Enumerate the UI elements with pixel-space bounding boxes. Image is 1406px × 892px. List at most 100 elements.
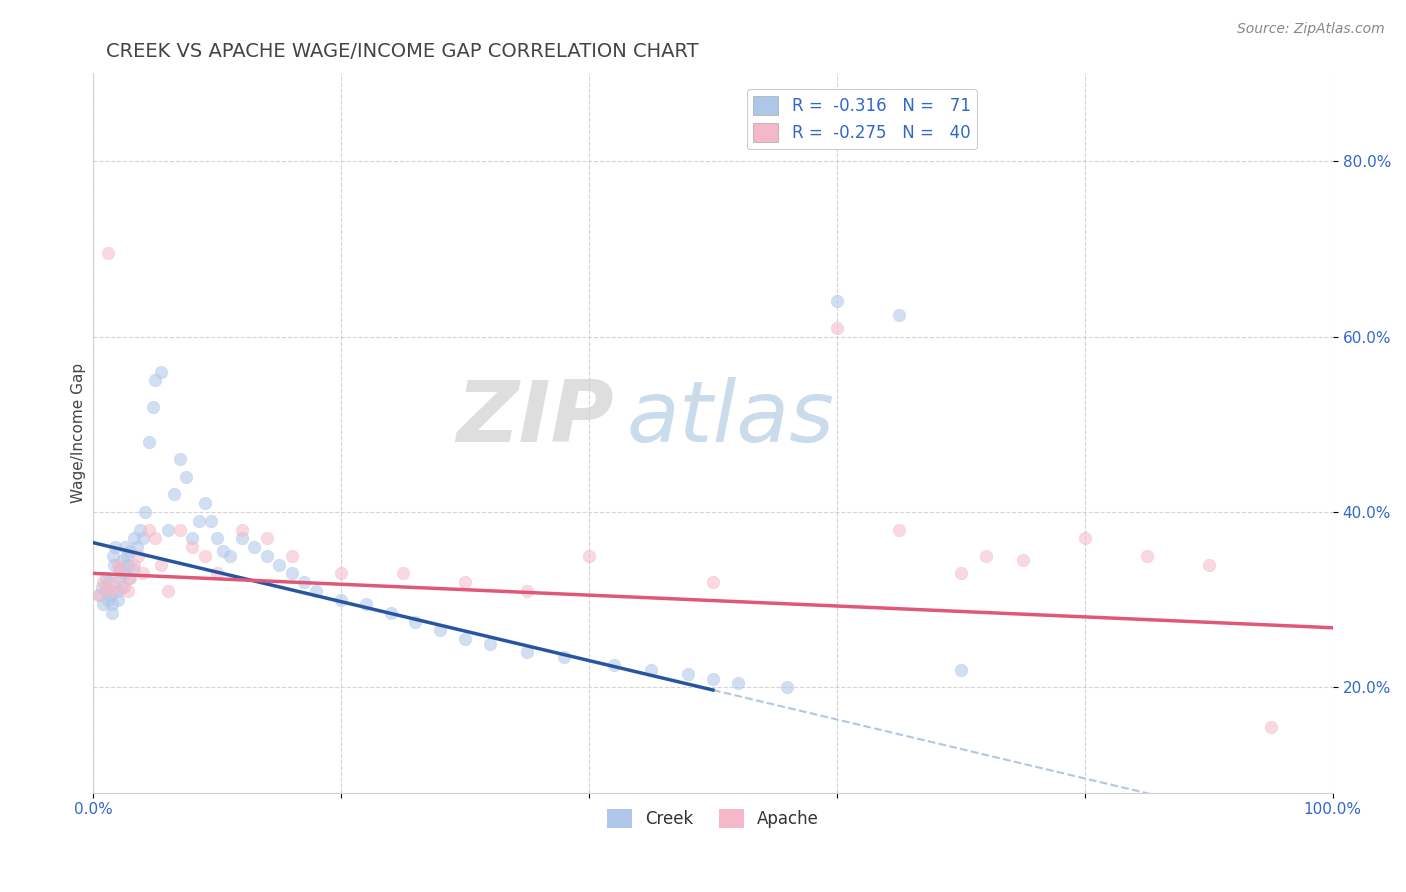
Point <box>163 487 186 501</box>
Point <box>138 434 160 449</box>
Point <box>181 531 204 545</box>
Point <box>132 531 155 545</box>
Point <box>231 523 253 537</box>
Point <box>169 523 191 537</box>
Point <box>94 571 117 585</box>
Point <box>121 562 143 576</box>
Point <box>1012 553 1035 567</box>
Point <box>212 544 235 558</box>
Point <box>187 514 209 528</box>
Point <box>110 562 132 576</box>
Point <box>120 544 142 558</box>
Point <box>1074 531 1097 545</box>
Point <box>101 583 124 598</box>
Point <box>603 658 626 673</box>
Point <box>150 365 173 379</box>
Point <box>89 588 111 602</box>
Y-axis label: Wage/Income Gap: Wage/Income Gap <box>72 363 86 503</box>
Point <box>104 575 127 590</box>
Point <box>98 575 121 590</box>
Point <box>143 531 166 545</box>
Point <box>825 294 848 309</box>
Point <box>380 606 402 620</box>
Point <box>194 496 217 510</box>
Point <box>129 523 152 537</box>
Point <box>169 452 191 467</box>
Point <box>107 592 129 607</box>
Point <box>91 597 114 611</box>
Point <box>97 246 120 260</box>
Point <box>174 470 197 484</box>
Point <box>117 558 139 572</box>
Point <box>110 571 132 585</box>
Point <box>1136 549 1159 563</box>
Point <box>111 553 134 567</box>
Text: CREEK VS APACHE WAGE/INCOME GAP CORRELATION CHART: CREEK VS APACHE WAGE/INCOME GAP CORRELAT… <box>105 42 699 61</box>
Point <box>949 566 972 581</box>
Point <box>516 645 538 659</box>
Point <box>243 540 266 554</box>
Point <box>205 531 228 545</box>
Point <box>454 575 477 590</box>
Point <box>640 663 662 677</box>
Point <box>305 583 328 598</box>
Point <box>107 558 129 572</box>
Point <box>727 676 749 690</box>
Text: atlas: atlas <box>626 377 834 460</box>
Point <box>974 549 997 563</box>
Point <box>101 606 124 620</box>
Point <box>200 514 222 528</box>
Point <box>1198 558 1220 572</box>
Point <box>702 672 724 686</box>
Point <box>138 523 160 537</box>
Point <box>90 580 112 594</box>
Point <box>256 531 278 545</box>
Point <box>156 523 179 537</box>
Point <box>101 549 124 563</box>
Point <box>112 580 135 594</box>
Point <box>132 566 155 581</box>
Point <box>122 531 145 545</box>
Point <box>676 667 699 681</box>
Point <box>89 588 111 602</box>
Point <box>120 571 142 585</box>
Point <box>143 373 166 387</box>
Point <box>1260 720 1282 734</box>
Point <box>181 540 204 554</box>
Point <box>405 615 427 629</box>
Point <box>125 540 148 554</box>
Point <box>107 583 129 598</box>
Point <box>150 558 173 572</box>
Point <box>292 575 315 590</box>
Point <box>553 649 575 664</box>
Point <box>142 400 165 414</box>
Text: ZIP: ZIP <box>456 377 614 460</box>
Point <box>94 583 117 598</box>
Point <box>454 632 477 647</box>
Point <box>205 566 228 581</box>
Point <box>887 523 910 537</box>
Point <box>330 566 353 581</box>
Point <box>392 566 415 581</box>
Point <box>280 566 302 581</box>
Point <box>108 562 131 576</box>
Point <box>429 624 451 638</box>
Legend: Creek, Apache: Creek, Apache <box>600 802 825 835</box>
Text: Source: ZipAtlas.com: Source: ZipAtlas.com <box>1237 22 1385 37</box>
Point <box>194 549 217 563</box>
Point <box>114 540 136 554</box>
Point <box>330 592 353 607</box>
Point <box>94 580 117 594</box>
Point <box>118 571 141 585</box>
Point <box>115 549 138 563</box>
Point <box>97 592 120 607</box>
Point <box>231 531 253 545</box>
Point <box>111 580 134 594</box>
Point <box>127 549 149 563</box>
Point <box>112 566 135 581</box>
Point <box>887 308 910 322</box>
Point <box>516 583 538 598</box>
Point <box>122 558 145 572</box>
Point <box>702 575 724 590</box>
Point <box>103 558 125 572</box>
